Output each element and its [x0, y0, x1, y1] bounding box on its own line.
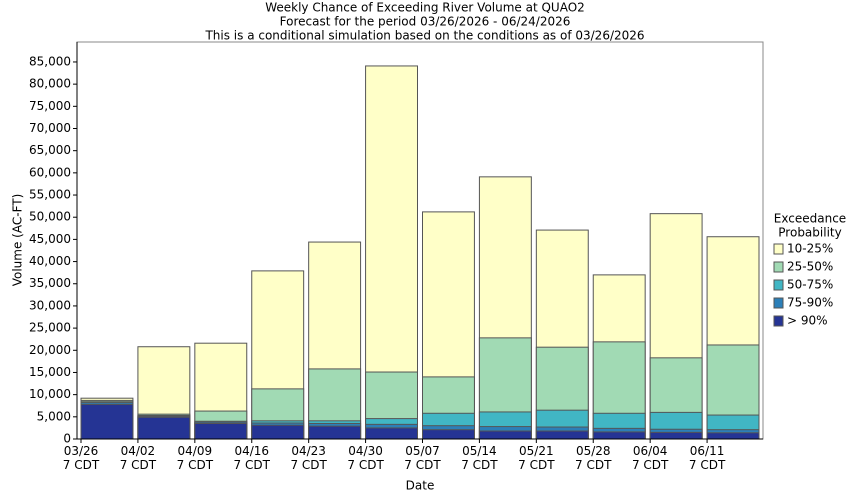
- x-tick-date: 04/16: [234, 444, 269, 458]
- x-tick-label: 06/04 7 CDT: [632, 444, 669, 472]
- bar: [308, 425, 362, 440]
- legend-label: 25-50%: [787, 260, 833, 274]
- y-axis-label: Volume (AC-FT): [11, 194, 25, 287]
- y-tick-label: 5,000: [37, 409, 71, 423]
- bar: [80, 403, 134, 440]
- x-tick-time: 7 CDT: [63, 458, 100, 472]
- y-tick-label: 70,000: [29, 121, 71, 135]
- bar: [365, 427, 419, 440]
- bar: [137, 416, 191, 440]
- x-tick-date: 06/11: [690, 444, 725, 458]
- y-tick-label: 20,000: [29, 343, 71, 357]
- x-tick-date: 06/04: [633, 444, 668, 458]
- legend-label: 10-25%: [787, 242, 833, 256]
- x-tick-time: 7 CDT: [347, 458, 384, 472]
- x-tick-label: 04/02 7 CDT: [120, 444, 157, 472]
- legend-swatch: [773, 243, 784, 255]
- y-tick-label: 80,000: [29, 77, 71, 91]
- bar: [649, 431, 703, 440]
- y-tick-label: 35,000: [29, 276, 71, 290]
- legend-swatch: [773, 297, 784, 309]
- y-tick-label: 30,000: [29, 298, 71, 312]
- x-tick-time: 7 CDT: [575, 458, 612, 472]
- y-tick-label: 50,000: [29, 210, 71, 224]
- legend-swatch: [773, 279, 784, 291]
- y-tick-label: 40,000: [29, 254, 71, 268]
- x-tick-label: 06/11 7 CDT: [689, 444, 726, 472]
- x-tick-label: 04/09 7 CDT: [177, 444, 214, 472]
- x-tick-date: 04/23: [291, 444, 326, 458]
- bar: [422, 429, 475, 440]
- x-tick-date: 03/26: [64, 444, 99, 458]
- x-tick-time: 7 CDT: [461, 458, 498, 472]
- legend-label: 75-90%: [787, 296, 833, 310]
- bar: [194, 422, 248, 440]
- legend-title: Exceedance: [774, 212, 846, 226]
- plot-area: [76, 41, 764, 440]
- bar: [478, 430, 532, 440]
- y-tick-label: 85,000: [29, 54, 71, 68]
- x-tick-label: 05/14 7 CDT: [461, 444, 498, 472]
- x-tick-date: 05/14: [462, 444, 497, 458]
- x-tick-date: 04/09: [178, 444, 213, 458]
- x-tick-label: 04/16 7 CDT: [234, 444, 271, 472]
- x-tick-time: 7 CDT: [632, 458, 669, 472]
- x-tick-time: 7 CDT: [234, 458, 271, 472]
- x-tick-label: 05/21 7 CDT: [518, 444, 555, 472]
- y-tick-label: 15,000: [29, 365, 71, 379]
- legend-title: Probability: [778, 226, 841, 240]
- y-tick-label: 45,000: [29, 232, 71, 246]
- x-tick-label: 03/26 7 CDT: [63, 444, 100, 472]
- x-tick-date: 05/28: [576, 444, 611, 458]
- legend-label: 50-75%: [787, 278, 833, 292]
- y-tick-label: 0: [63, 432, 71, 446]
- y-tick-label: 25,000: [29, 321, 71, 335]
- y-tick-label: 60,000: [29, 165, 71, 179]
- x-tick-date: 05/07: [405, 444, 440, 458]
- y-tick-label: 55,000: [29, 188, 71, 202]
- x-tick-time: 7 CDT: [120, 458, 157, 472]
- x-tick-label: 05/28 7 CDT: [575, 444, 612, 472]
- x-tick-time: 7 CDT: [689, 458, 726, 472]
- x-tick-time: 7 CDT: [290, 458, 327, 472]
- x-tick-date: 05/21: [519, 444, 554, 458]
- x-tick-date: 04/02: [121, 444, 156, 458]
- chart-title: Weekly Chance of Exceeding River Volume …: [265, 1, 585, 15]
- y-tick-label: 10,000: [29, 387, 71, 401]
- x-tick-label: 04/30 7 CDT: [347, 444, 384, 472]
- y-tick-label: 65,000: [29, 143, 71, 157]
- bar: [592, 431, 646, 440]
- x-tick-time: 7 CDT: [518, 458, 555, 472]
- x-tick-time: 7 CDT: [404, 458, 441, 472]
- chart-subtitle: Forecast for the period 03/26/2026 - 06/…: [280, 15, 571, 29]
- chart-note: This is a conditional simulation based o…: [204, 29, 644, 43]
- legend-swatch: [773, 315, 784, 327]
- legend-swatch: [773, 261, 784, 273]
- x-tick-label: 04/23 7 CDT: [290, 444, 327, 472]
- y-tick-label: 75,000: [29, 99, 71, 113]
- bar: [251, 424, 305, 440]
- x-axis-label: Date: [406, 479, 435, 493]
- bar: [535, 430, 589, 440]
- bar: [706, 432, 760, 440]
- x-tick-date: 04/30: [348, 444, 383, 458]
- x-tick-label: 05/07 7 CDT: [404, 444, 441, 472]
- legend-label: > 90%: [787, 314, 828, 328]
- x-tick-time: 7 CDT: [177, 458, 214, 472]
